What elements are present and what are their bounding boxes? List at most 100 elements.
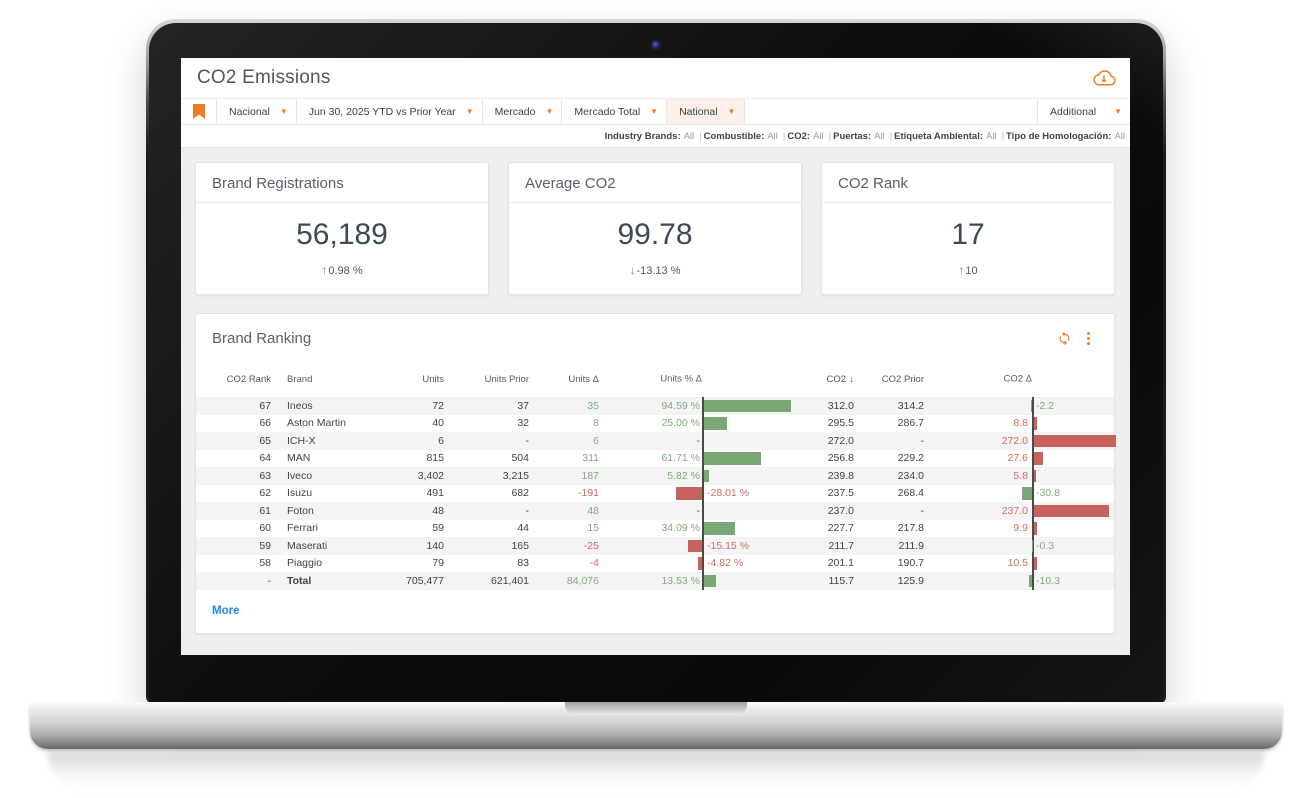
- more-link[interactable]: More: [212, 604, 240, 617]
- cell: 64: [259, 452, 271, 465]
- cell: Iveco: [287, 469, 313, 482]
- laptop-reflection: [48, 752, 1264, 794]
- kebab-menu-button[interactable]: [1076, 329, 1100, 347]
- applied-filter-value: All: [1114, 130, 1125, 142]
- bar-axis: [702, 537, 704, 555]
- applied-filter-value: All: [767, 130, 778, 142]
- column-header-units-[interactable]: Units Δ: [568, 373, 599, 385]
- laptop-lid-notch: [565, 702, 747, 715]
- bar-axis: [702, 467, 704, 485]
- webcam-dot: [652, 41, 660, 49]
- chevron-down-icon: ▼: [465, 107, 474, 116]
- cloud-download-icon[interactable]: [1092, 68, 1116, 88]
- column-header-co2-[interactable]: CO2 Δ: [1003, 373, 1032, 385]
- pct-bar-positive: [704, 469, 710, 482]
- cell: 8: [593, 417, 599, 430]
- cell: 3,215: [502, 469, 529, 482]
- column-header-brand[interactable]: Brand: [287, 373, 313, 385]
- column-header-co2-prior[interactable]: CO2 Prior: [881, 373, 924, 385]
- units-pct-delta-cell: -: [599, 432, 791, 450]
- bar-axis: [702, 449, 704, 467]
- cell: -191: [577, 487, 599, 500]
- column-header-co2-rank[interactable]: CO2 Rank: [226, 373, 271, 385]
- table-row-iveco[interactable]: 63 Iveco 3,402 3,215 187 5.82 % 239.8 234.0 5.8: [196, 467, 1114, 485]
- brand-ranking-header: Brand Ranking: [196, 314, 1114, 357]
- cell: 72: [432, 399, 444, 412]
- table-row-man[interactable]: 64 MAN 815 504 311 61.71 % 256.8 229.2 27.6: [196, 449, 1114, 467]
- applied-filter-value: All: [874, 130, 885, 142]
- cell: 32: [517, 417, 529, 430]
- separator: |: [699, 130, 702, 142]
- table-row-total[interactable]: - Total 705,477 621,401 84,076 13.53 % 115.7 12…: [196, 572, 1114, 590]
- table-row-ferrari[interactable]: 60 Ferrari 59 44 15 34.09 % 227.7 217.8 9.9: [196, 519, 1114, 537]
- table-row-isuzu[interactable]: 62 Isuzu 491 682 -191 -28.01 % 237.5 268.4 -30.8: [196, 484, 1114, 502]
- cell: 6: [593, 434, 599, 447]
- cell: 272.0: [827, 434, 854, 447]
- bar-axis: [1032, 449, 1034, 467]
- cell: 621,401: [491, 574, 529, 587]
- filter-dropdown-nacional[interactable]: Nacional ▼: [217, 99, 297, 124]
- bookmark-button[interactable]: [181, 99, 217, 124]
- cell: 239.8: [827, 469, 854, 482]
- filter-dropdown-jun-30-2025-ytd-vs-prior-year[interactable]: Jun 30, 2025 YTD vs Prior Year ▼: [297, 99, 483, 124]
- applied-filter-label: Puertas:: [833, 130, 872, 142]
- dashboard-screen: CO2 Emissions Nacional ▼ Jun 30, 2025 YTD …: [181, 58, 1130, 655]
- cell: 65: [259, 434, 271, 447]
- cell: 504: [511, 452, 529, 465]
- co2-delta-cell: 5.8: [924, 467, 1116, 485]
- pct-bar-negative: [688, 539, 702, 552]
- bookmark-icon: [192, 104, 205, 119]
- ranking-table-body: 67 Ineos 72 37 35 94.59 % 312.0 314.2 -2.2 66 Asto…: [196, 397, 1116, 590]
- app-header: CO2 Emissions: [181, 58, 1130, 98]
- separator: |: [782, 130, 786, 142]
- brand-ranking-card: Brand Ranking CO2 Rank Brand Units Units Pr…: [195, 313, 1116, 634]
- dashboard-content: Brand Registrations 56,189 ↑0.98 % Avera…: [181, 148, 1130, 634]
- co2-bar-negative: [1031, 399, 1032, 412]
- separator: |: [1001, 130, 1005, 142]
- column-header-units-prior[interactable]: Units Prior: [484, 373, 529, 385]
- column-header-units-[interactable]: Units % Δ: [660, 373, 702, 385]
- bar-axis: [1032, 484, 1034, 502]
- cell: 705,477: [406, 574, 444, 587]
- cell: 211.9: [898, 539, 925, 552]
- table-row-ineos[interactable]: 67 Ineos 72 37 35 94.59 % 312.0 314.2 -2.2: [196, 397, 1114, 415]
- chevron-down-icon: ▼: [279, 107, 288, 116]
- filter-bar-spacer: [745, 99, 1037, 124]
- chevron-down-icon: ▼: [727, 107, 736, 116]
- table-row-foton[interactable]: 61 Foton 48-48-237.0-237.0: [196, 502, 1114, 520]
- bar-axis: [1032, 572, 1034, 590]
- bar-axis: [1032, 554, 1034, 572]
- filter-label: Jun 30, 2025 YTD vs Prior Year: [308, 105, 456, 118]
- co2-bar-positive: [1034, 417, 1037, 430]
- table-row-piaggio[interactable]: 58 Piaggio 79 83 -4 -4.82 % 201.1 190.7 10.5: [196, 554, 1114, 572]
- column-header-co2[interactable]: CO2 ↓: [826, 373, 854, 385]
- filter-dropdown-mercado-total[interactable]: Mercado Total ▼: [562, 99, 668, 124]
- units-pct-delta-cell: -15.15 %: [599, 537, 791, 555]
- table-row-maserati[interactable]: 59 Maserati 140 165 -25 -15.15 % 211.7 211.9 -0.…: [196, 537, 1114, 555]
- co2-delta-cell: -10.3: [924, 572, 1116, 590]
- table-row-ich-x[interactable]: 65 ICH-X 6-6-272.0-272.0: [196, 432, 1116, 450]
- cell: 125.9: [897, 574, 924, 587]
- co2-bar-negative: [1028, 574, 1032, 587]
- cell: -: [525, 434, 530, 447]
- cell: Piaggio: [287, 557, 323, 570]
- column-header-units[interactable]: Units: [422, 373, 444, 385]
- kpi-title: Brand Registrations: [196, 163, 488, 203]
- co2-delta-cell: -2.2: [924, 397, 1116, 415]
- filter-dropdown-mercado[interactable]: Mercado ▼: [483, 99, 563, 124]
- kpi-value: 56,189: [296, 218, 388, 251]
- units-pct-delta-cell: -4.82 %: [599, 554, 791, 572]
- cell: 40: [432, 417, 444, 430]
- cell: Ineos: [287, 399, 313, 412]
- table-row-aston-martin[interactable]: 66 Aston Martin 40 32 8 25.00 % 295.5 286.7 8.8: [196, 414, 1114, 432]
- refresh-button[interactable]: [1052, 329, 1076, 347]
- cell: -25: [583, 539, 599, 552]
- cell: 48: [587, 504, 599, 517]
- units-pct-delta-cell: 13.53 %: [599, 572, 791, 590]
- cell: 237.5: [827, 487, 854, 500]
- additional-filter-dropdown[interactable]: Additional ▼: [1037, 99, 1130, 124]
- cell: Aston Martin: [287, 417, 346, 430]
- filter-label: Nacional: [229, 105, 270, 118]
- filter-dropdown-national[interactable]: National ▼: [667, 99, 745, 124]
